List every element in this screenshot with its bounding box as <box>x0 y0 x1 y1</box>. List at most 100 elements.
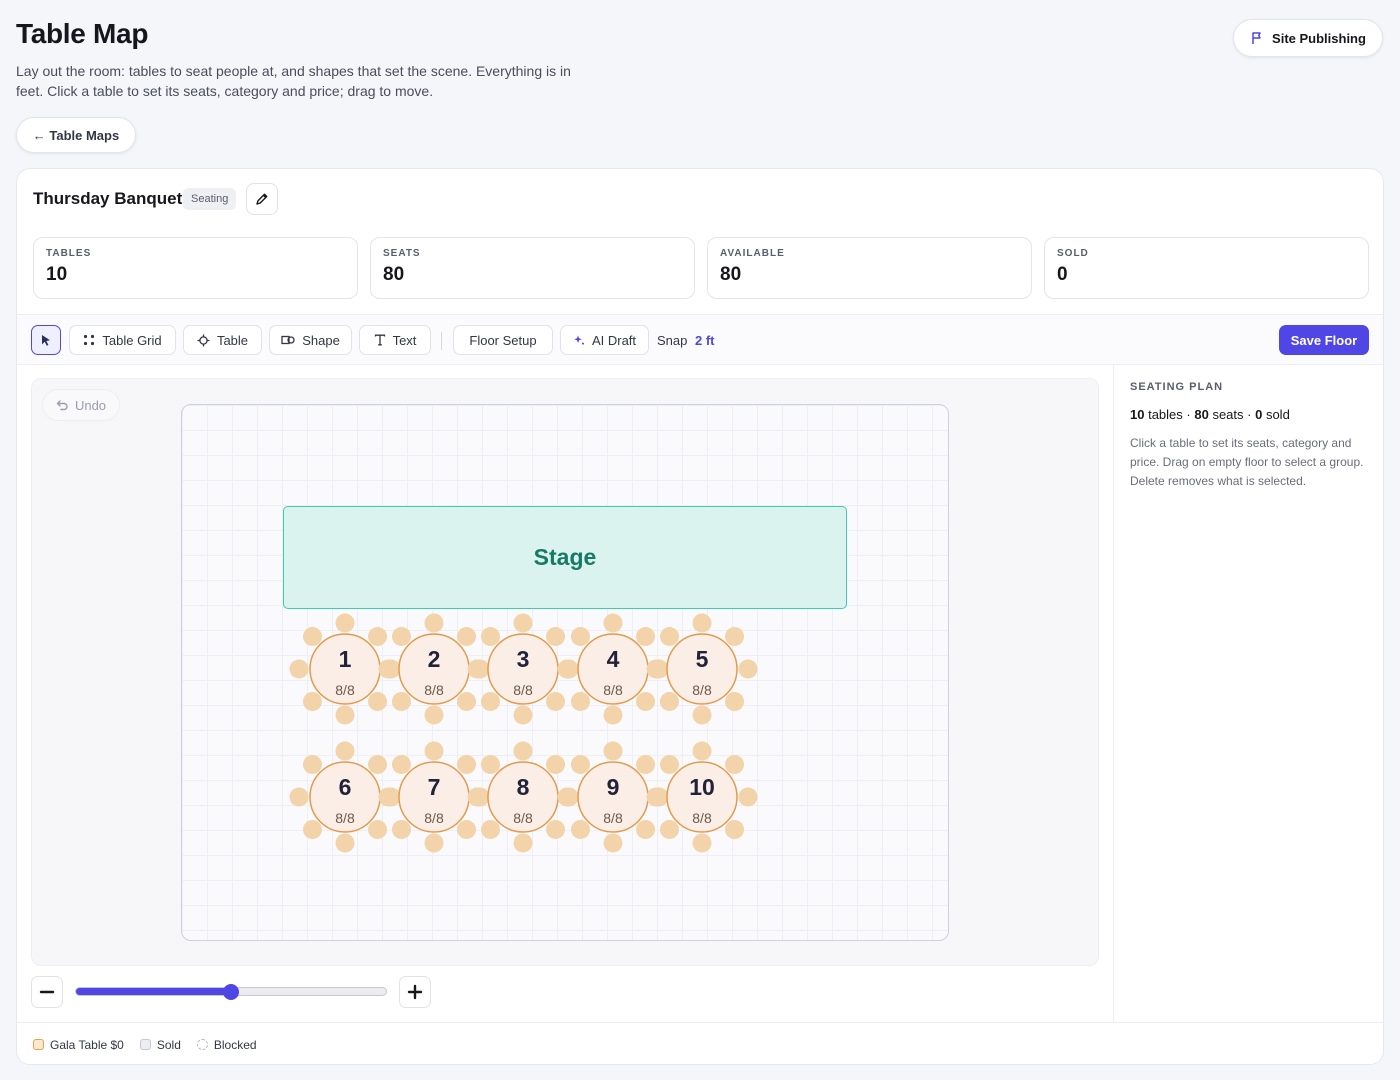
seat[interactable] <box>692 613 712 633</box>
seat[interactable] <box>557 787 577 807</box>
seat[interactable] <box>570 754 590 774</box>
seat[interactable] <box>513 833 533 853</box>
seat[interactable] <box>636 754 656 774</box>
seat[interactable] <box>424 833 444 853</box>
seat[interactable] <box>480 820 500 840</box>
seat[interactable] <box>738 659 758 679</box>
zoom-slider-thumb[interactable] <box>223 984 239 1000</box>
table-5[interactable]: 5 8/8 <box>646 613 758 725</box>
text-tool-button[interactable]: Text <box>359 325 431 355</box>
seat[interactable] <box>603 613 623 633</box>
snap-value[interactable]: 2 ft <box>695 333 715 348</box>
seat[interactable] <box>636 692 656 712</box>
floor-setup-button[interactable]: Floor Setup <box>453 325 553 355</box>
seat[interactable] <box>659 692 679 712</box>
summary-tables-count: 10 <box>1130 407 1145 422</box>
table-7[interactable]: 7 8/8 <box>378 741 490 853</box>
seat[interactable] <box>659 626 679 646</box>
seat[interactable] <box>335 613 355 633</box>
seat[interactable] <box>692 705 712 725</box>
seat[interactable] <box>557 659 577 679</box>
seat[interactable] <box>546 754 566 774</box>
table-top[interactable] <box>666 633 738 705</box>
seat[interactable] <box>480 754 500 774</box>
seat[interactable] <box>368 754 388 774</box>
seat[interactable] <box>335 705 355 725</box>
stage-shape[interactable]: Stage <box>283 506 847 609</box>
seat[interactable] <box>603 833 623 853</box>
seat[interactable] <box>725 820 745 840</box>
seat[interactable] <box>335 833 355 853</box>
seat[interactable] <box>513 705 533 725</box>
seat[interactable] <box>692 833 712 853</box>
seat[interactable] <box>725 754 745 774</box>
table-tool-button[interactable]: Table <box>183 325 262 355</box>
seat[interactable] <box>457 820 477 840</box>
table-top[interactable] <box>666 761 738 833</box>
site-publishing-button[interactable]: Site Publishing <box>1233 19 1383 57</box>
zoom-in-button[interactable] <box>399 976 431 1008</box>
seat[interactable] <box>424 613 444 633</box>
seat[interactable] <box>391 692 411 712</box>
seat[interactable] <box>546 692 566 712</box>
seat[interactable] <box>467 659 487 679</box>
seat[interactable] <box>368 692 388 712</box>
save-floor-button[interactable]: Save Floor <box>1279 325 1369 355</box>
seat[interactable] <box>480 626 500 646</box>
seat[interactable] <box>391 820 411 840</box>
ai-draft-button[interactable]: AI Draft <box>560 325 649 355</box>
seat[interactable] <box>646 787 666 807</box>
seat[interactable] <box>636 626 656 646</box>
seat[interactable] <box>603 741 623 761</box>
seat[interactable] <box>659 820 679 840</box>
seat[interactable] <box>289 787 309 807</box>
table-grid-tool-button[interactable]: Table Grid <box>69 325 176 355</box>
table-9[interactable]: 9 8/8 <box>557 741 669 853</box>
seat[interactable] <box>546 626 566 646</box>
seat[interactable] <box>335 741 355 761</box>
seat[interactable] <box>368 820 388 840</box>
table-10[interactable]: 10 8/8 <box>646 741 758 853</box>
seat[interactable] <box>725 692 745 712</box>
seat[interactable] <box>646 659 666 679</box>
edit-name-button[interactable] <box>246 183 278 215</box>
seat[interactable] <box>378 659 398 679</box>
seat[interactable] <box>391 754 411 774</box>
zoom-out-button[interactable] <box>31 976 63 1008</box>
seat[interactable] <box>467 787 487 807</box>
seat[interactable] <box>302 626 322 646</box>
seat[interactable] <box>457 754 477 774</box>
seat[interactable] <box>738 787 758 807</box>
seat[interactable] <box>513 613 533 633</box>
seat[interactable] <box>513 741 533 761</box>
select-tool-button[interactable] <box>31 325 61 355</box>
seat[interactable] <box>570 692 590 712</box>
seat[interactable] <box>302 754 322 774</box>
seat[interactable] <box>570 626 590 646</box>
seat[interactable] <box>289 659 309 679</box>
shape-tool-button[interactable]: Shape <box>269 325 352 355</box>
seat[interactable] <box>570 820 590 840</box>
seat[interactable] <box>457 692 477 712</box>
floor-canvas[interactable]: Undo Stage 1 8/8 2 8/8 3 8/8 4 8/8 5 8/8 6 8/8 7 8/8 8… <box>31 378 1099 966</box>
back-to-table-maps-button[interactable]: ← Table Maps <box>16 117 136 153</box>
seat[interactable] <box>424 705 444 725</box>
seat[interactable] <box>546 820 566 840</box>
legend-item-gala-table: Gala Table $0 <box>33 1038 124 1052</box>
seat[interactable] <box>368 626 388 646</box>
seat[interactable] <box>659 754 679 774</box>
seat[interactable] <box>424 741 444 761</box>
undo-button[interactable]: Undo <box>42 389 120 421</box>
seat[interactable] <box>603 705 623 725</box>
seat[interactable] <box>692 741 712 761</box>
seat[interactable] <box>725 626 745 646</box>
seat[interactable] <box>378 787 398 807</box>
seat[interactable] <box>302 820 322 840</box>
floor-area[interactable]: Stage 1 8/8 2 8/8 3 8/8 4 8/8 5 8/8 6 8/8 7 8/8 8 8/8 9 8… <box>181 404 949 941</box>
seat[interactable] <box>480 692 500 712</box>
seat[interactable] <box>391 626 411 646</box>
seat[interactable] <box>636 820 656 840</box>
seat[interactable] <box>302 692 322 712</box>
seat[interactable] <box>457 626 477 646</box>
grid-dots-icon <box>84 334 95 346</box>
